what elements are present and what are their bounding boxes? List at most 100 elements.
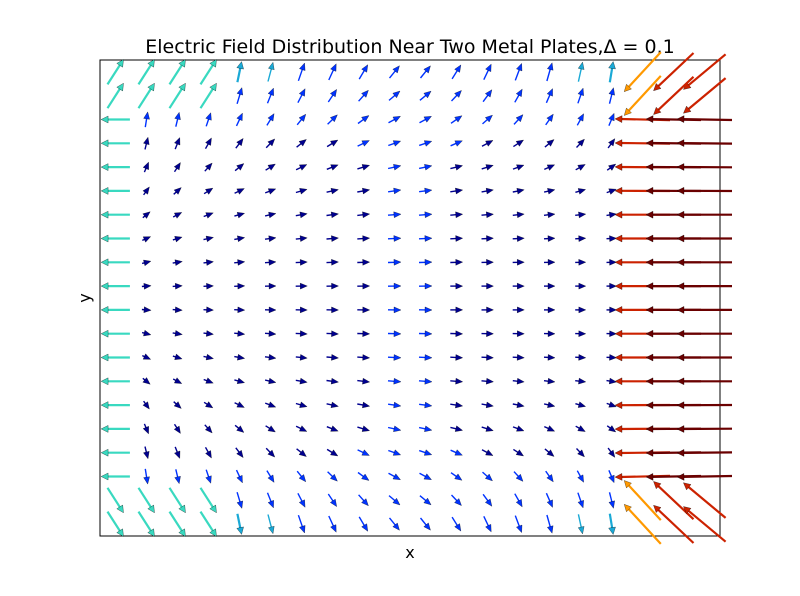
vector-head [331,282,339,290]
vector-head [361,523,368,532]
vector-head [424,187,433,195]
field-vector [388,65,400,79]
field-vector [266,470,275,483]
field-vector [545,88,553,104]
vector-shaft [137,86,153,109]
field-vector [513,114,524,125]
vector-head [454,140,463,147]
vector-head [142,161,149,170]
vector-head [645,401,654,409]
field-vector [142,236,152,243]
field-vector [357,354,371,361]
vector-head [205,187,214,195]
field-vector [296,139,307,148]
vector-head [298,88,306,97]
vector-head [236,449,244,458]
vector-shaft [514,67,521,81]
vector-head [454,449,463,456]
vector-head [424,259,433,266]
vector-head [608,87,615,96]
field-vector [265,163,276,171]
field-vector [142,211,151,219]
field-vector [606,330,617,337]
field-vector [265,138,276,149]
vector-head [361,140,370,147]
vector-head [546,449,555,457]
vector-head [517,330,525,337]
field-vector [326,164,339,171]
vector-head [299,259,308,266]
vector-shaft [199,63,215,85]
field-vector [235,138,244,149]
vector-head [578,211,587,219]
vector-head [608,401,617,408]
vector-head [614,115,623,123]
vector-head [516,377,525,385]
field-vector [357,259,371,266]
field-vector [295,377,308,385]
field-vector [235,469,243,484]
vector-head [174,476,181,485]
vector-head [454,425,463,432]
field-vector [623,504,662,545]
field-vector [358,494,369,507]
field-vector [543,377,556,385]
field-vector [575,377,587,385]
field-vector [543,211,556,219]
vector-head [424,282,433,290]
vector-head [455,330,464,337]
vector-head [614,449,623,457]
vector-shaft [681,142,733,145]
vector-head [455,211,464,219]
field-vector [418,425,433,432]
field-vector [481,306,494,314]
vector-head [517,259,525,266]
vector-head [393,282,402,290]
field-vector [326,354,339,361]
vector-head [485,187,494,195]
field-vector [388,401,402,409]
vector-head [392,497,401,506]
vector-head [100,353,109,362]
vector-head [393,401,402,409]
field-vector [543,354,556,361]
vector-shaft [137,487,153,510]
vector-head [547,377,556,385]
vector-head [676,282,685,290]
field-vector [100,210,130,219]
vector-head [423,140,433,147]
vector-head [645,210,654,219]
field-vector [606,354,617,361]
vector-head [237,282,246,290]
field-vector [236,491,243,509]
vector-head [299,401,308,408]
field-vector [387,235,402,242]
field-vector [357,235,371,242]
field-vector [203,306,214,314]
vector-head [486,211,494,219]
field-vector [295,401,308,408]
vector-head [485,140,494,147]
field-vector [623,51,662,92]
vector-head [454,523,462,532]
field-vector [419,495,432,506]
vector-head [362,330,371,337]
field-vector [327,471,338,482]
vector-head [424,378,433,385]
vector-head [361,115,370,123]
vector-head [205,112,212,121]
field-vector [264,235,277,242]
vector-head [578,306,587,314]
field-vector [199,511,217,537]
field-vector [607,138,616,149]
vector-head [676,425,685,433]
vector-head [331,259,339,266]
field-vector [100,163,130,171]
vector-shaft [686,53,727,88]
vector-field [100,51,733,545]
vector-head [299,425,308,432]
vector-head [645,139,654,147]
vector-head [653,481,662,490]
vector-shaft [686,485,727,519]
vector-head [267,138,276,147]
